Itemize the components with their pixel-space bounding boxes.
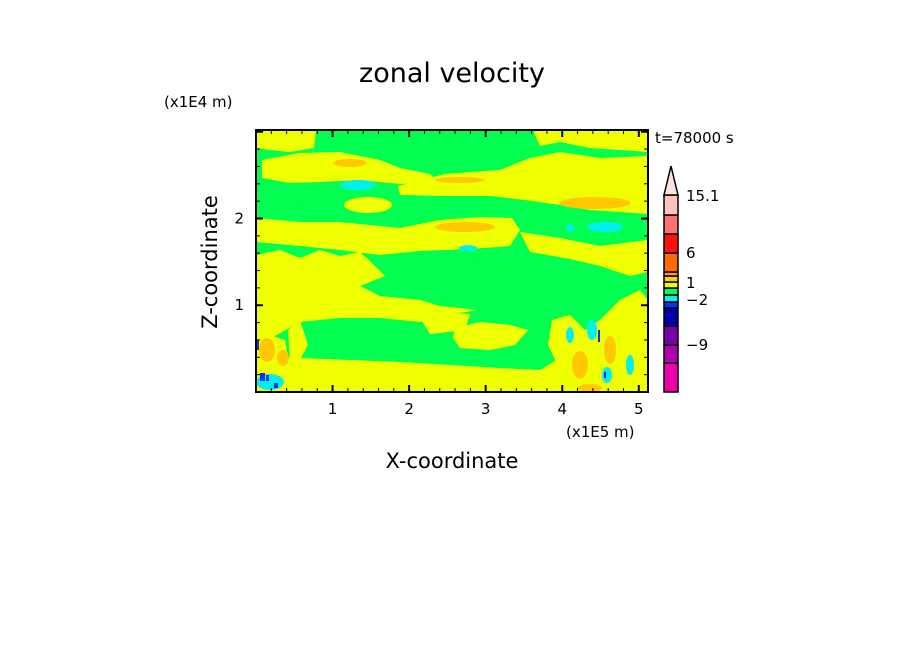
y-ticks: 12: [234, 130, 648, 376]
x-tick-label: 1: [328, 400, 338, 418]
contour-region: [520, 232, 648, 276]
contour-region: [626, 355, 634, 375]
contour-region: [256, 346, 648, 392]
x-tick-label: 4: [557, 400, 567, 418]
colorbar-segment: [663, 252, 679, 273]
y-unit-label: (x1E4 m): [164, 93, 233, 111]
contour-region: [453, 322, 528, 350]
colorbar-segment: [663, 344, 679, 364]
contour-region: [260, 373, 265, 381]
x-ticks: 1 2 3 4 5: [270, 130, 644, 418]
colorbar-segment: [663, 281, 679, 289]
colorbar-segment: [663, 294, 679, 303]
colorbar-label: 15.1: [686, 187, 719, 205]
x-axis-label-text: X-coordinate: [385, 449, 519, 473]
contour-region: [572, 351, 588, 379]
colorbar-label: 1: [686, 274, 696, 292]
contour-region: [288, 320, 308, 360]
contour-region: [266, 375, 269, 381]
chart-title: zonal velocity: [359, 58, 545, 89]
x-tick-label: 5: [634, 400, 644, 418]
x-tick-label: 3: [481, 400, 491, 418]
colorbar-segment: [663, 287, 679, 296]
contour-field: [256, 130, 648, 392]
colorbar-segment: [663, 307, 679, 327]
time-label: t=78000 s: [655, 129, 734, 147]
colorbar-label: 6: [686, 244, 696, 262]
contour-region: [435, 222, 495, 232]
contour-region: [340, 180, 376, 190]
colorbar-segment: [663, 214, 679, 235]
colorbar-segment: [663, 275, 679, 283]
y-tick-label: 1: [234, 296, 244, 314]
contour-region: [566, 327, 574, 343]
contour-region: [420, 312, 470, 334]
contour-region: [587, 320, 597, 340]
contour-region: [344, 197, 392, 213]
contour-region: [578, 384, 602, 392]
colorbar-segment: [663, 301, 679, 309]
contour-region: [256, 130, 316, 152]
colorbar-segment: [663, 194, 679, 216]
colorbar-segment: [663, 325, 679, 346]
colorbar-label: −9: [686, 336, 708, 354]
contour-region: [598, 330, 600, 342]
orange-regions: [259, 159, 631, 392]
colorbar-segment: [663, 362, 679, 393]
x-tick-label: 2: [404, 400, 414, 418]
contour-region: [333, 159, 367, 167]
contour-region: [587, 222, 623, 232]
contour-region: [602, 367, 612, 383]
colorbar-extend-triangle: [663, 165, 679, 196]
contour-region: [277, 350, 289, 366]
contour-region: [604, 336, 616, 364]
contour-region: [559, 197, 631, 209]
y-tick-label: 2: [234, 209, 244, 227]
blue-regions: [257, 330, 606, 388]
x-axis-label: X-coordinate: [0, 449, 904, 473]
colorbar-segment: [663, 233, 679, 254]
plot-frame: [255, 129, 649, 393]
contour-region: [259, 338, 275, 362]
contour-region: [604, 372, 606, 378]
contour-region: [262, 152, 438, 184]
colorbar-label: −2: [686, 291, 708, 309]
contour-region: [435, 177, 485, 183]
contour-region: [459, 245, 477, 251]
contour-region: [274, 383, 278, 388]
contour-region: [256, 250, 478, 365]
contour-region: [257, 340, 259, 350]
contour-region: [566, 224, 574, 232]
colorbar: 15.1 6 1−2 −9: [663, 165, 719, 393]
x-unit-label: (x1E5 m): [566, 423, 635, 441]
